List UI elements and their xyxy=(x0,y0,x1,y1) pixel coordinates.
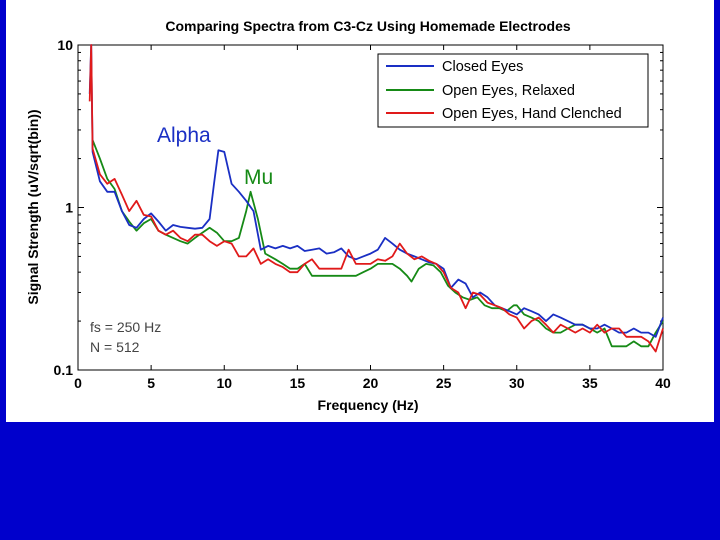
alpha-annotation: Alpha xyxy=(157,124,211,147)
x-tick-label: 10 xyxy=(216,375,232,391)
x-tick-label: 0 xyxy=(74,375,82,391)
x-tick-label: 25 xyxy=(436,375,452,391)
sampling-rate-note: fs = 250 Hz xyxy=(90,319,161,335)
chart-title: Comparing Spectra from C3-Cz Using Homem… xyxy=(165,18,571,34)
x-tick-label: 15 xyxy=(290,375,306,391)
x-tick-label: 5 xyxy=(147,375,155,391)
mu-annotation: Mu xyxy=(244,166,273,189)
series-line-closed-eyes xyxy=(88,44,664,338)
x-tick-label: 40 xyxy=(655,375,671,391)
x-tick-label: 35 xyxy=(582,375,598,391)
x-axis-label: Frequency (Hz) xyxy=(317,397,418,413)
legend-label-closed-eyes: Closed Eyes xyxy=(442,59,523,75)
spectrum-chart: Comparing Spectra from C3-Cz Using Homem… xyxy=(25,18,671,413)
x-axis-ticks: 0 5 10 15 20 25 30 35 40 xyxy=(74,45,671,391)
y-axis-label: Signal Strength (uV/sqrt(bin)) xyxy=(25,109,41,304)
legend-label-open-relaxed: Open Eyes, Relaxed xyxy=(442,83,575,99)
x-tick-label: 30 xyxy=(509,375,525,391)
slide-bottom-band xyxy=(0,422,720,540)
series-lines xyxy=(88,44,664,353)
legend: Closed Eyes Open Eyes, Relaxed Open Eyes… xyxy=(377,53,649,128)
series-line-open-relaxed xyxy=(91,139,664,348)
y-tick-label: 10 xyxy=(57,37,73,53)
y-axis-ticks: 0.1 1 10 xyxy=(54,37,663,378)
series-line-open-clenched xyxy=(88,44,664,353)
y-tick-label: 1 xyxy=(65,200,73,216)
legend-label-open-clenched: Open Eyes, Hand Clenched xyxy=(442,106,622,122)
y-tick-label: 0.1 xyxy=(54,362,74,378)
x-tick-label: 20 xyxy=(363,375,379,391)
sample-count-note: N = 512 xyxy=(90,339,140,355)
